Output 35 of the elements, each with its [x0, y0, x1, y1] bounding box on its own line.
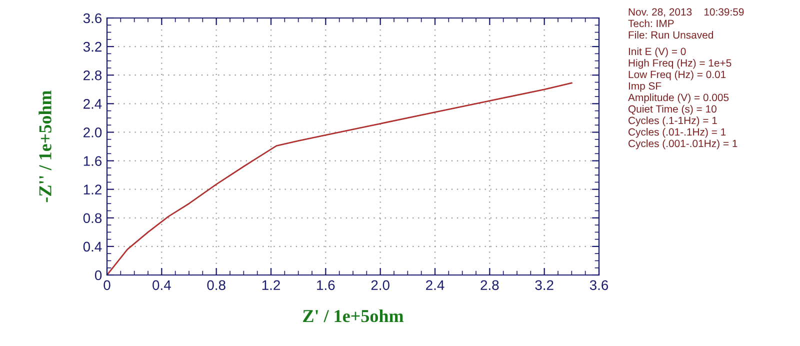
x-tick-label: 1.2 — [262, 280, 280, 290]
text: Cycles (.001-.01Hz) = 1 — [628, 140, 738, 150]
text: Cycles (.01-.1Hz) = 1 — [628, 128, 726, 138]
y-tick-label: 3.6 — [83, 13, 102, 24]
x-tick-label: 0 — [104, 280, 110, 290]
y-tick-label: 1.6 — [84, 156, 102, 166]
x-tick-label: 2.4 — [426, 280, 444, 290]
text: Tech: IMP — [628, 20, 674, 28]
y-tick-label: 2.8 — [84, 70, 102, 80]
y-axis-title: -Z'' / 1e+5ohm — [38, 90, 52, 202]
y-tick-label: 0.4 — [83, 242, 102, 252]
x-tick-label: 2.8 — [480, 280, 499, 290]
text: File: Run Unsaved — [628, 31, 714, 39]
x-tick-label: 1.6 — [317, 280, 335, 290]
x-tick-label: 2.0 — [371, 280, 390, 290]
y-tick-label: 2.0 — [84, 128, 102, 138]
text: Nov. 28, 2013 10:39:59 — [628, 8, 744, 17]
y-tick-label: 3.2 — [83, 42, 102, 52]
x-tick-label: 3.6 — [590, 280, 608, 290]
line-series — [107, 82, 572, 275]
text: Quiet Time (s) = 10 — [628, 105, 716, 115]
text: Init E (V) = 0 — [628, 48, 686, 58]
x-tick-label: 0.8 — [207, 280, 226, 290]
text: Low Freq (Hz) = 0.01 — [628, 70, 726, 80]
text: Amplitude (V) = 0.005 — [628, 94, 729, 104]
y-tick-label: 0 — [94, 270, 102, 280]
y-tick-label: 2.4 — [84, 99, 102, 109]
y-tick-label: 1.2 — [84, 184, 102, 194]
x-tick-label: 0.4 — [152, 280, 171, 290]
text: Cycles (.1-1Hz) = 1 — [628, 116, 717, 126]
text: High Freq (Hz) = 1e+5 — [628, 59, 732, 69]
y-tick-label: 0.8 — [83, 213, 102, 224]
x-tick-label: 3.2 — [535, 280, 554, 290]
x-axis-title: Z' / 1e+5ohm — [303, 309, 404, 322]
text: Imp SF — [628, 82, 662, 92]
